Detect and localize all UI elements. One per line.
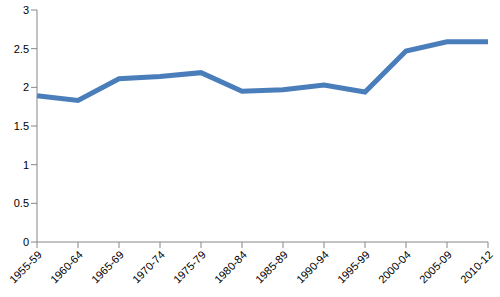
svg-text:1975-79: 1975-79 [171, 248, 208, 285]
svg-text:0.5: 0.5 [14, 197, 29, 209]
svg-text:2.5: 2.5 [14, 43, 29, 55]
svg-text:1955-59: 1955-59 [8, 248, 44, 285]
svg-text:1980-84: 1980-84 [212, 248, 249, 285]
svg-text:1990-94: 1990-94 [294, 248, 331, 285]
svg-text:1960-64: 1960-64 [48, 248, 85, 285]
svg-text:2: 2 [23, 81, 29, 93]
svg-text:0: 0 [23, 236, 29, 248]
svg-text:1: 1 [23, 159, 29, 171]
svg-text:1965-69: 1965-69 [89, 248, 126, 285]
svg-text:2005-09: 2005-09 [417, 248, 454, 285]
svg-text:1995-99: 1995-99 [335, 248, 372, 285]
svg-text:2010-12: 2010-12 [458, 248, 492, 285]
svg-text:3: 3 [23, 4, 29, 16]
svg-text:2000-04: 2000-04 [376, 248, 413, 285]
svg-text:1970-74: 1970-74 [130, 248, 167, 285]
svg-text:1985-89: 1985-89 [253, 248, 290, 285]
svg-text:1.5: 1.5 [14, 120, 29, 132]
